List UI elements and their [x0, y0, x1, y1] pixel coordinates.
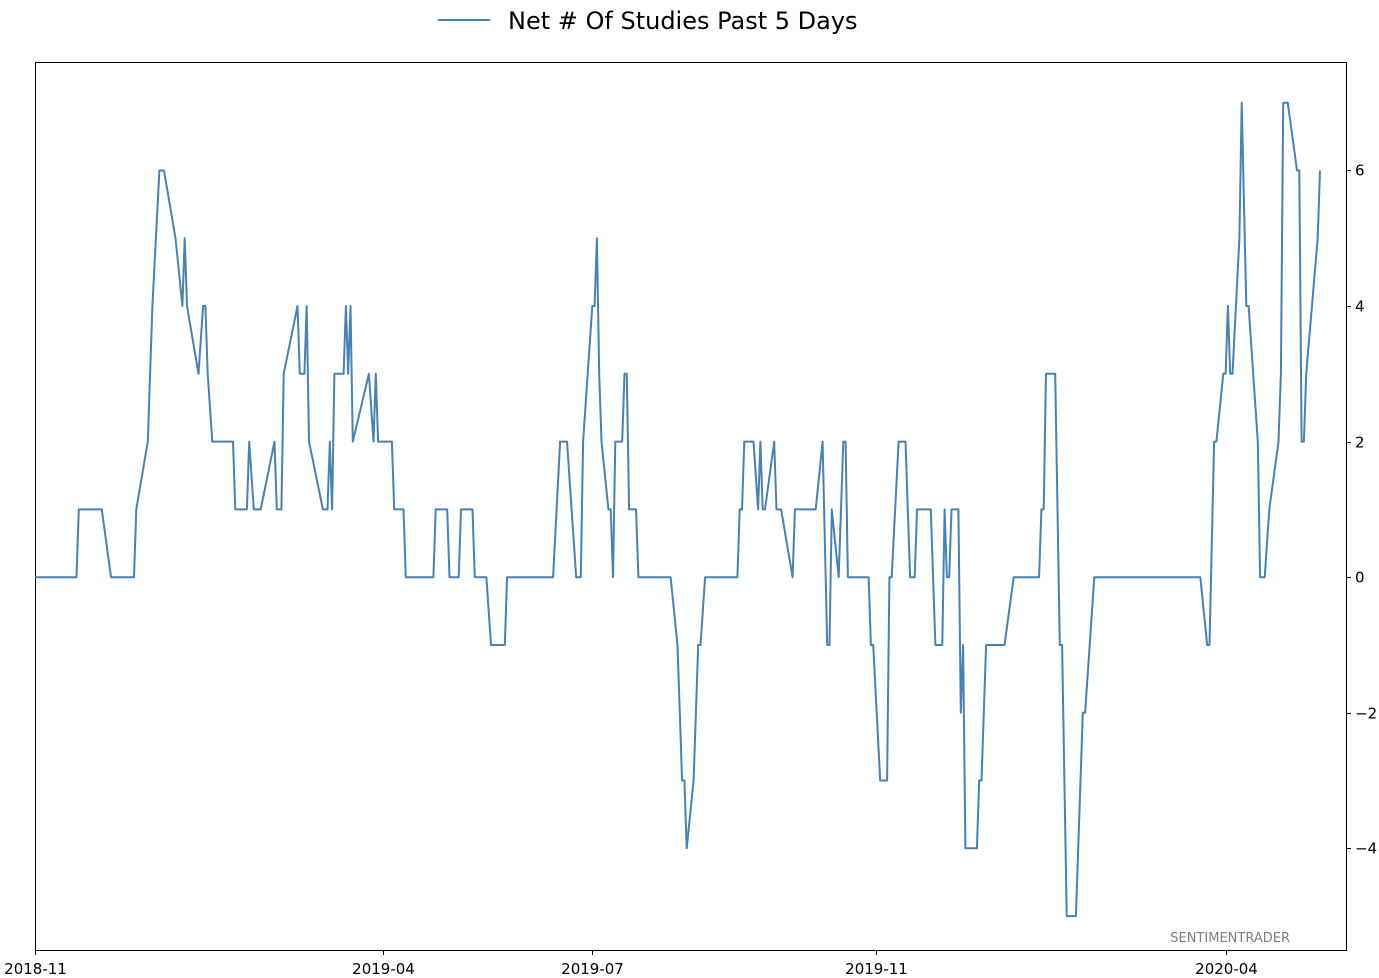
x-tick-label-2: 2019-07	[561, 960, 624, 978]
y-tick-label-5: 6	[1355, 162, 1365, 180]
y-tick-label-1: −2	[1355, 705, 1377, 723]
y-tick-label-0: −4	[1355, 840, 1377, 858]
legend-label: Net # Of Studies Past 5 Days	[508, 7, 858, 35]
series-layer	[35, 101, 1321, 918]
y-tick-label-3: 2	[1355, 434, 1365, 452]
x-tick-label-0: 2018-11	[4, 960, 67, 978]
x-tick-label-4: 2020-04	[1195, 960, 1258, 978]
legend: Net # Of Studies Past 5 Days	[438, 7, 858, 35]
y-tick-label-2: 0	[1355, 569, 1365, 587]
x-tick-label-1: 2019-04	[352, 960, 415, 978]
x-tick-label-3: 2019-11	[845, 960, 908, 978]
y-tick-label-4: 4	[1355, 298, 1365, 316]
watermark: SENTIMENTRADER	[1170, 931, 1290, 946]
plot-area-frame	[35, 62, 1347, 951]
y-axis: −4 −2 0 2 4 6	[1346, 162, 1377, 858]
series-line-0	[35, 101, 1321, 918]
x-axis: 2018-11 2019-04 2019-07 2019-11 2020-04	[4, 950, 1258, 978]
